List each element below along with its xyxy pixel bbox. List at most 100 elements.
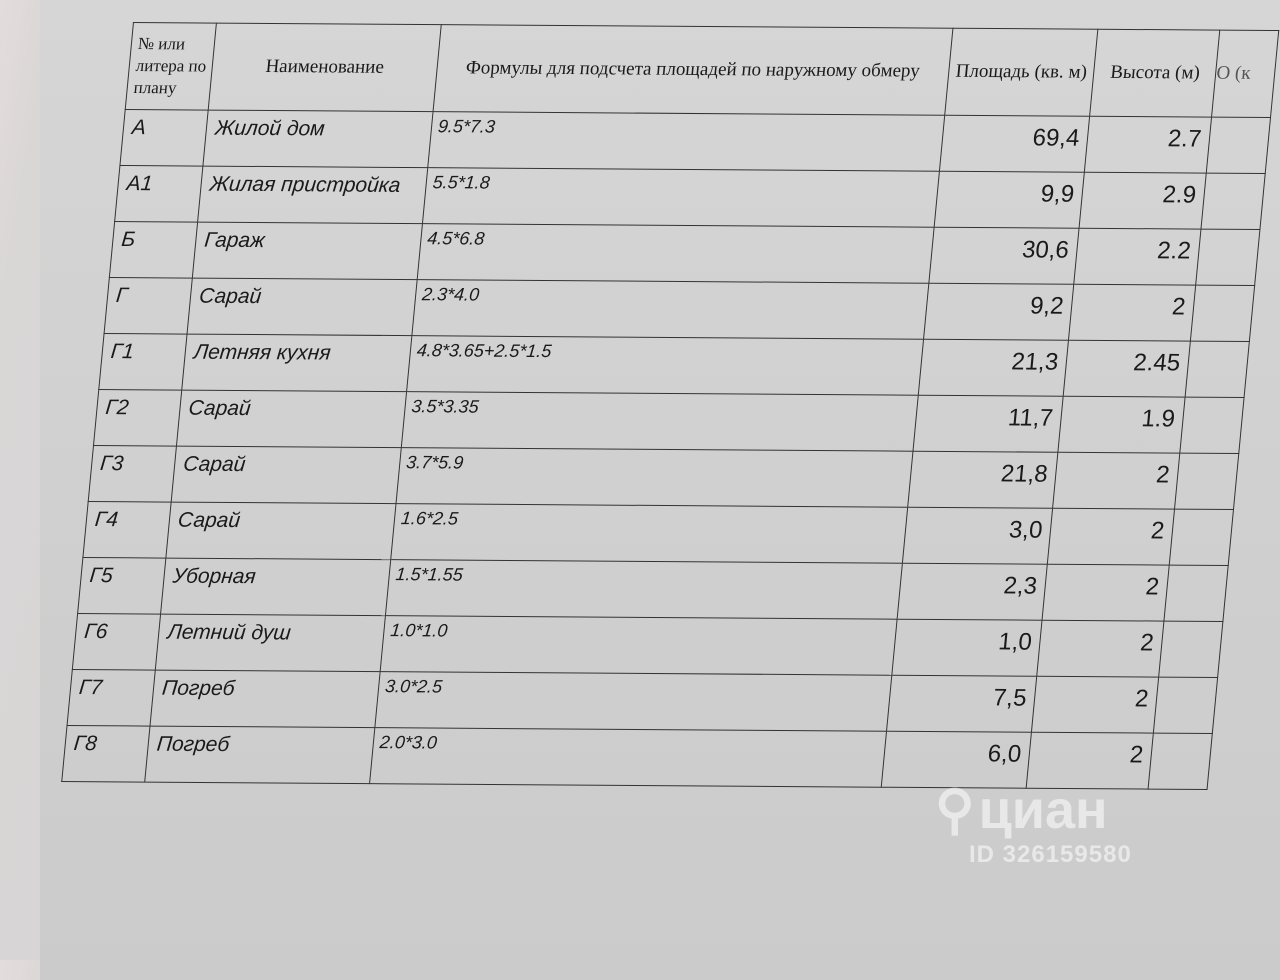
table-row: Г5 Уборная 1.5*1.55 2,3 2	[77, 557, 1229, 622]
name-cell: Сарай	[171, 446, 402, 504]
name-cell: Жилой дом	[202, 110, 433, 168]
table-row: Г Сарай 2.3*4.0 9,2 2	[104, 277, 1255, 342]
name-cell-text: Жилая пристройка	[208, 172, 402, 197]
litera-cell-text: Г6	[83, 620, 109, 644]
name-cell-text: Погреб	[155, 732, 231, 757]
name-cell-text: Летняя кухня	[192, 340, 332, 365]
litera-cell-text: А	[130, 116, 148, 140]
name-cell: Сарай	[176, 390, 407, 448]
table-row: Г2 Сарай 3.5*3.35 11,7 1.9	[93, 389, 1245, 454]
litera-cell-text: Г1	[109, 340, 136, 364]
formula-cell-text: 3.0*2.5	[384, 676, 444, 697]
table-row: Б Гараж 4.5*6.8 30,6 2.2	[109, 221, 1260, 286]
name-cell-text: Сарай	[187, 396, 252, 421]
area-cell: 9,2	[923, 283, 1075, 341]
extra-cell	[1185, 341, 1250, 398]
watermark-id: ID 326159580	[969, 841, 1132, 868]
litera-cell-text: Г	[115, 284, 129, 308]
height-cell: 2	[1042, 564, 1170, 622]
height-cell-text: 2	[1154, 461, 1171, 489]
formula-cell: 1.6*2.5	[390, 503, 908, 564]
name-cell-text: Сарай	[182, 452, 247, 477]
litera-cell-text: Г2	[104, 396, 130, 420]
formula-cell-text: 4.5*6.8	[426, 228, 486, 249]
name-cell-text: Сарай	[198, 284, 263, 309]
extra-cell	[1190, 285, 1255, 342]
height-cell-text: 2.9	[1161, 181, 1198, 209]
formula-cell-text: 1.6*2.5	[400, 508, 460, 529]
area-cell-text: 9,2	[1028, 292, 1065, 320]
formula-cell-text: 1.0*1.0	[389, 620, 449, 641]
formula-cell: 1.0*1.0	[380, 615, 897, 676]
extra-cell	[1153, 677, 1218, 734]
formula-cell-text: 5.5*1.8	[431, 172, 491, 193]
area-cell-text: 6,0	[986, 740, 1023, 768]
area-cell-text: 21,8	[999, 460, 1049, 488]
area-cell-text: 1,0	[997, 628, 1034, 656]
litera-cell: А	[119, 109, 209, 167]
paper-background	[40, 0, 1280, 980]
area-cell: 11,7	[912, 395, 1064, 453]
height-cell-text: 2	[1170, 293, 1187, 321]
table-row: Г1 Летняя кухня 4.8*3.65+2.5*1.5 21,3 2.45	[98, 333, 1250, 398]
litera-cell: Г5	[77, 557, 166, 615]
height-cell-text: 2.2	[1156, 237, 1193, 265]
watermark-logo: циан	[978, 779, 1108, 840]
area-cell-text: 11,7	[1006, 404, 1055, 432]
litera-cell: Г7	[67, 669, 156, 727]
extra-cell	[1169, 509, 1234, 566]
header-litera: № или литера по плану	[125, 22, 217, 111]
name-cell-text: Сарай	[176, 508, 242, 533]
name-cell: Погреб	[150, 670, 381, 728]
height-cell: 2	[1047, 508, 1175, 566]
height-cell: 1.9	[1058, 396, 1186, 454]
litera-cell: Г3	[88, 445, 177, 503]
height-cell: 2.45	[1063, 340, 1191, 398]
height-cell: 2.7	[1084, 116, 1212, 174]
name-cell-text: Уборная	[171, 564, 257, 589]
extra-cell	[1164, 565, 1229, 622]
table-row: Г7 Погреб 3.0*2.5 7,5 2	[67, 669, 1218, 734]
area-cell: 9,9	[933, 171, 1085, 229]
name-cell: Сарай	[187, 278, 418, 336]
formula-cell: 1.5*1.55	[385, 559, 903, 620]
height-cell: 2	[1037, 620, 1165, 678]
extra-cell	[1206, 117, 1271, 174]
formula-cell: 2.3*4.0	[411, 279, 929, 340]
extra-cell	[1180, 397, 1245, 454]
height-cell: 2	[1031, 676, 1160, 734]
table-row: А Жилой дом 9.5*7.3 69,4 2.7	[119, 109, 1271, 174]
formula-cell-text: 3.5*3.35	[410, 396, 480, 417]
name-cell: Погреб	[144, 726, 375, 784]
extra-cell	[1174, 453, 1239, 510]
formula-cell: 9.5*7.3	[427, 111, 945, 172]
header-extra: О (к	[1211, 30, 1279, 118]
header-area: Площадь (кв. м)	[944, 28, 1099, 117]
litera-cell-text: Г8	[72, 732, 99, 756]
formula-cell-text: 9.5*7.3	[437, 116, 497, 137]
name-cell: Сарай	[165, 502, 396, 560]
height-cell-text: 2	[1128, 741, 1145, 769]
litera-cell: Г1	[98, 333, 188, 391]
litera-cell-text: Г5	[88, 564, 114, 588]
litera-cell: Г6	[72, 613, 161, 671]
litera-cell-text: Г4	[93, 508, 120, 532]
extra-cell	[1159, 621, 1223, 678]
table-row: Г4 Сарай 1.6*2.5 3,0 2	[82, 501, 1234, 566]
height-cell: 2	[1052, 452, 1181, 510]
table-row: А1 Жилая пристройка 5.5*1.8 9,9 2.9	[114, 165, 1266, 230]
litera-cell-text: Г7	[78, 676, 104, 700]
formula-cell-text: 3.7*5.9	[405, 452, 465, 473]
name-cell-text: Гараж	[203, 228, 266, 253]
area-cell-text: 2,3	[1002, 572, 1039, 600]
area-cell: 21,8	[907, 451, 1059, 509]
formula-cell-text: 2.3*4.0	[421, 284, 481, 305]
litera-cell: Г8	[61, 725, 151, 783]
area-cell: 3,0	[902, 507, 1053, 565]
name-cell: Летняя кухня	[181, 334, 412, 392]
cian-watermark: ⚲ циан ID 326159580	[935, 778, 1132, 869]
height-cell-text: 2	[1149, 517, 1166, 545]
extra-cell	[1201, 173, 1266, 230]
area-table: № или литера по плану Наименование Форму…	[61, 22, 1279, 790]
litera-cell: А1	[114, 165, 203, 223]
